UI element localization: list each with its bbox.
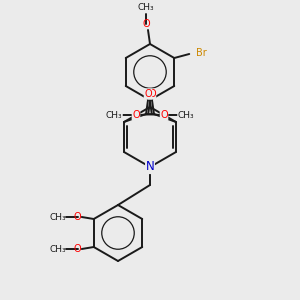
Text: Br: Br (196, 48, 207, 58)
Text: O: O (74, 212, 82, 222)
Text: N: N (146, 160, 154, 173)
Text: CH₃: CH₃ (50, 244, 66, 253)
Text: O: O (160, 110, 168, 120)
Text: CH₃: CH₃ (178, 110, 194, 119)
Text: CH₃: CH₃ (138, 4, 154, 13)
Text: O: O (148, 89, 156, 99)
Text: O: O (142, 19, 150, 29)
Text: CH₃: CH₃ (50, 212, 66, 221)
Text: O: O (144, 89, 152, 99)
Text: O: O (132, 110, 140, 120)
Text: O: O (74, 244, 82, 254)
Text: CH₃: CH₃ (106, 110, 122, 119)
